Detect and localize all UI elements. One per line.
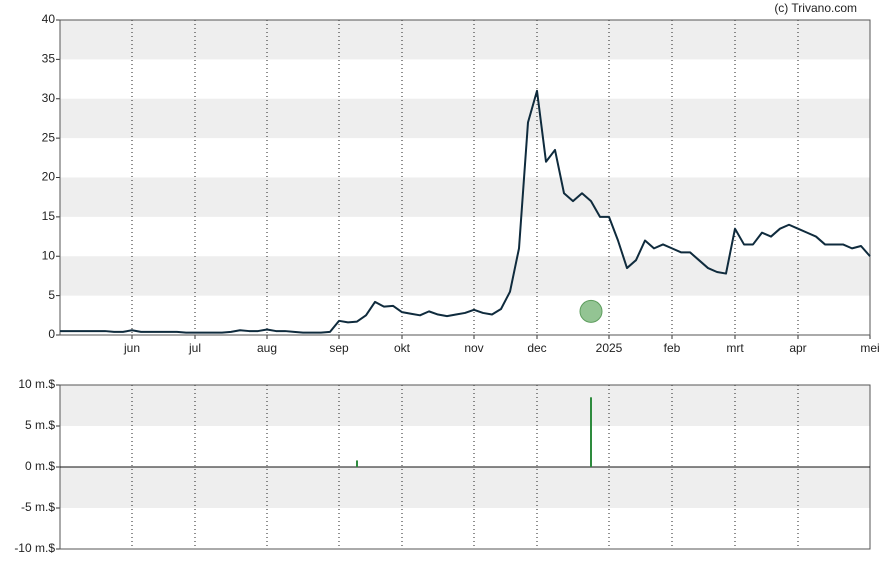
- x-tick-label: aug: [257, 341, 277, 355]
- y-tick-label: -5 m.$: [21, 500, 55, 514]
- y-tick-label: 25: [42, 130, 56, 144]
- grid-band: [60, 20, 870, 60]
- y-tick-label: 15: [42, 209, 56, 223]
- x-tick-label: jul: [188, 341, 201, 355]
- plot-frame: [59, 19, 871, 336]
- bar: [356, 460, 358, 467]
- y-tick-label: -10 m.$: [14, 541, 55, 555]
- x-tick-label: okt: [394, 341, 411, 355]
- y-tick-label: 10: [42, 248, 56, 262]
- x-tick-label: apr: [789, 341, 806, 355]
- event-marker: [579, 299, 603, 323]
- x-tick-label: nov: [464, 341, 483, 355]
- x-tick-label: 2025: [596, 341, 623, 355]
- x-tick-label: feb: [664, 341, 681, 355]
- y-tick-label: 0 m.$: [25, 459, 55, 473]
- y-tick-label: 40: [42, 12, 56, 26]
- x-tick-label: mei: [860, 341, 879, 355]
- grid-band: [60, 385, 870, 426]
- grid-band: [60, 256, 870, 296]
- y-tick-label: 0: [48, 327, 55, 341]
- grid-band: [60, 467, 870, 508]
- x-tick-label: dec: [527, 341, 546, 355]
- grid-band: [60, 177, 870, 217]
- y-tick-label: 5: [48, 288, 55, 302]
- x-tick-label: jun: [123, 341, 140, 355]
- y-tick-label: 5 m.$: [25, 418, 55, 432]
- x-tick-label: mrt: [726, 341, 744, 355]
- y-tick-label: 10 m.$: [18, 377, 55, 391]
- y-tick-label: 30: [42, 91, 56, 105]
- x-tick-label: sep: [329, 341, 349, 355]
- grid-band: [60, 98, 870, 139]
- source: (c) Trivano.com: [774, 1, 857, 15]
- y-tick-label: 35: [42, 52, 56, 66]
- y-tick-label: 20: [42, 170, 56, 184]
- price-line: [60, 89, 871, 334]
- bar: [590, 397, 592, 467]
